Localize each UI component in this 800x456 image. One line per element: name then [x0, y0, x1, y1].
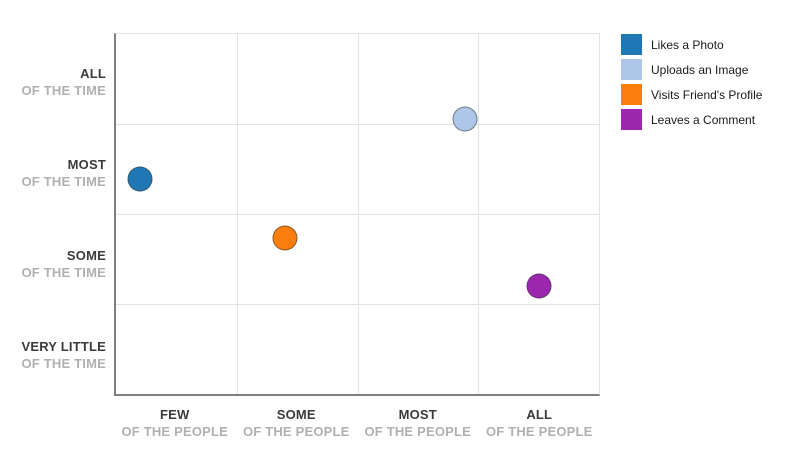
legend-label: Visits Friend's Profile: [651, 87, 763, 102]
gridline-horizontal: [116, 304, 599, 305]
legend-swatch-icon: [621, 84, 642, 105]
y-axis-label-secondary: OF THE TIME: [21, 264, 106, 280]
y-axis-label-primary: MOST: [67, 157, 106, 173]
legend-item-uploads-an-image[interactable]: Uploads an Image: [621, 59, 762, 80]
x-axis-label-few: FEW OF THE PEOPLE: [110, 406, 240, 440]
legend-item-leaves-a-comment[interactable]: Leaves a Comment: [621, 109, 762, 130]
data-point-leaves-a-comment[interactable]: [526, 273, 552, 299]
x-axis-label-primary: FEW: [160, 407, 190, 422]
y-axis-label-primary: ALL: [80, 66, 106, 82]
legend-swatch-icon: [621, 34, 642, 55]
y-axis-label-secondary: OF THE TIME: [21, 355, 106, 371]
x-axis-labels: FEW OF THE PEOPLE SOME OF THE PEOPLE MOST OF …: [114, 406, 600, 446]
x-axis-label-some: SOME OF THE PEOPLE: [231, 406, 361, 440]
legend: Likes a Photo Uploads an Image Visits Frie…: [621, 34, 762, 134]
legend-item-likes-a-photo[interactable]: Likes a Photo: [621, 34, 762, 55]
x-axis-label-primary: SOME: [276, 407, 316, 422]
y-axis-label-most: MOST OF THE TIME: [0, 156, 106, 190]
legend-item-visits-friend-s-profile[interactable]: Visits Friend's Profile: [621, 84, 762, 105]
x-axis-label-secondary: OF THE PEOPLE: [364, 424, 472, 439]
y-axis-labels: ALL OF THE TIME MOST OF THE TIME SOME OF THE …: [0, 33, 106, 396]
legend-label: Uploads an Image: [651, 62, 749, 77]
legend-label: Likes a Photo: [651, 37, 724, 52]
gridline-horizontal: [116, 124, 599, 125]
data-point-likes-a-photo[interactable]: [127, 166, 153, 192]
x-axis-label-primary: MOST: [398, 407, 437, 422]
gridline-horizontal: [116, 214, 599, 215]
y-axis-label-secondary: OF THE TIME: [21, 83, 106, 99]
x-axis-label-secondary: OF THE PEOPLE: [485, 424, 593, 439]
x-axis-label-most: MOST OF THE PEOPLE: [353, 406, 483, 440]
plot-area: [114, 33, 600, 396]
x-axis-label-primary: ALL: [526, 407, 553, 422]
legend-swatch-icon: [621, 59, 642, 80]
x-axis-label-secondary: OF THE PEOPLE: [242, 424, 350, 439]
y-axis-label-primary: VERY LITTLE: [21, 338, 106, 354]
data-point-visits-friend-s-profile[interactable]: [272, 225, 298, 251]
y-axis-label-secondary: OF THE TIME: [21, 174, 106, 190]
data-point-uploads-an-image[interactable]: [452, 106, 478, 132]
legend-swatch-icon: [621, 109, 642, 130]
x-axis-label-secondary: OF THE PEOPLE: [121, 424, 229, 439]
y-axis-label-very-little: VERY LITTLE OF THE TIME: [0, 338, 106, 372]
y-axis-label-all: ALL OF THE TIME: [0, 65, 106, 99]
y-axis-label-primary: SOME: [66, 247, 106, 263]
y-axis-label-some: SOME OF THE TIME: [0, 247, 106, 281]
x-axis-label-all: ALL OF THE PEOPLE: [474, 406, 604, 440]
legend-label: Leaves a Comment: [651, 112, 756, 127]
